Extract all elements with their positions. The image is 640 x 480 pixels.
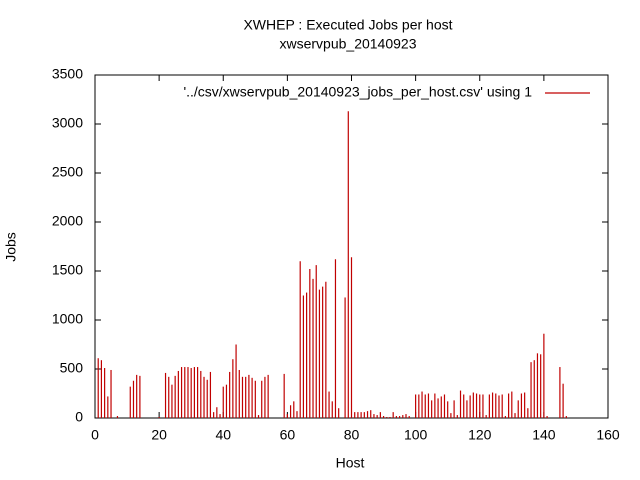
x-axis-label: Host [336,455,365,471]
y-tick-label: 2000 [52,213,83,229]
y-tick-label: 1500 [52,262,83,278]
y-tick-label: 3500 [52,66,83,82]
legend-label: '../csv/xwservpub_20140923_jobs_per_host… [183,84,532,100]
x-tick-label: 60 [280,427,296,443]
y-tick-label: 0 [75,409,83,425]
y-tick-label: 2500 [52,164,83,180]
y-tick-label: 3000 [52,115,83,131]
y-axis-label: Jobs [3,232,19,262]
x-tick-label: 0 [91,427,99,443]
x-tick-label: 160 [596,427,620,443]
x-tick-label: 100 [404,427,428,443]
x-tick-label: 40 [215,427,231,443]
chart-title: XWHEP : Executed Jobs per host [243,17,452,33]
chart-subtitle: xwservpub_20140923 [280,36,417,52]
x-tick-label: 20 [151,427,167,443]
x-tick-label: 80 [344,427,360,443]
x-tick-label: 120 [468,427,492,443]
x-tick-label: 140 [532,427,556,443]
y-tick-label: 500 [60,360,84,376]
y-tick-label: 1000 [52,311,83,327]
